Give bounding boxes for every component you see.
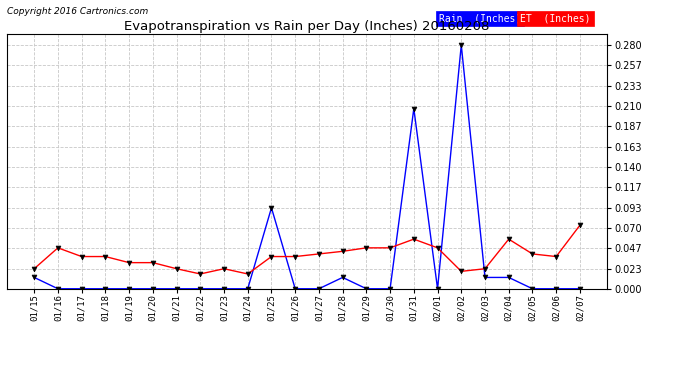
Text: Rain  (Inches): Rain (Inches) <box>439 13 522 24</box>
Text: Copyright 2016 Cartronics.com: Copyright 2016 Cartronics.com <box>7 7 148 16</box>
Title: Evapotranspiration vs Rain per Day (Inches) 20160208: Evapotranspiration vs Rain per Day (Inch… <box>124 20 490 33</box>
Text: ET  (Inches): ET (Inches) <box>520 13 591 24</box>
